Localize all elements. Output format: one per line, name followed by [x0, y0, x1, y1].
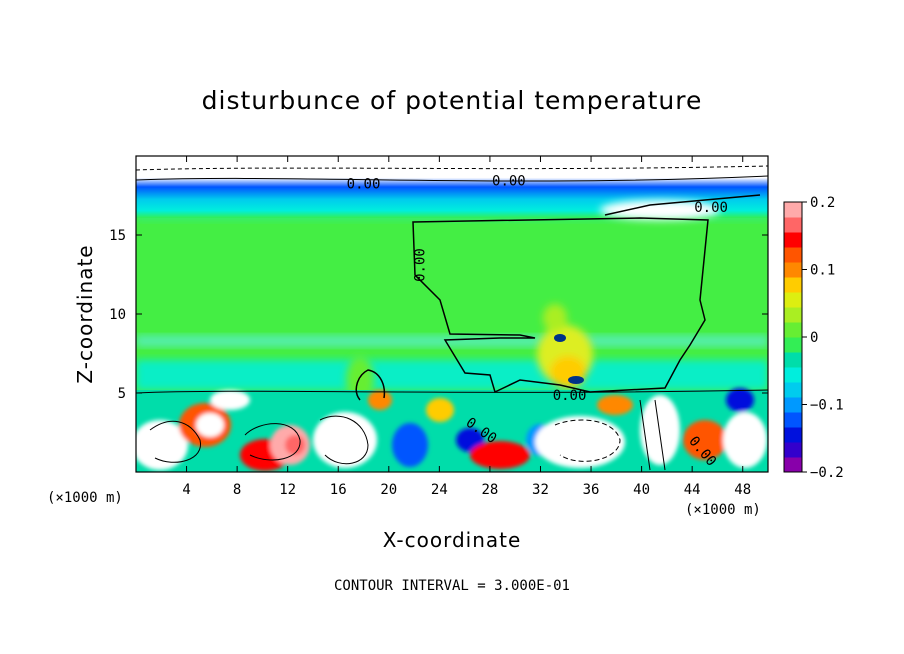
- contour-label: 0.00: [347, 176, 381, 192]
- x-tick-label: 16: [330, 482, 347, 498]
- x-axis-unit-label: (×1000 m): [685, 502, 761, 518]
- colorbar-swatch: [784, 247, 802, 263]
- contour-label: 0.00: [492, 173, 526, 189]
- colorbar-tick-label: 0: [810, 330, 818, 346]
- x-tick-label: 4: [182, 482, 190, 498]
- x-tick-label: 8: [233, 482, 241, 498]
- colorbar-tick-label: 0.2: [810, 195, 835, 211]
- small-anomalies: [554, 334, 584, 384]
- x-tick-label: 44: [684, 482, 701, 498]
- y-axis-ticks: 5 10 15: [109, 228, 768, 402]
- y-tick-label: 15: [109, 228, 126, 244]
- colorbar-swatch: [784, 382, 802, 398]
- zero-contour: [355, 194, 761, 401]
- colorbar: 0.2 0.1 0 −0.1 −0.2: [783, 195, 844, 481]
- temperature-field: [136, 156, 768, 472]
- colorbar-swatch: [784, 277, 802, 293]
- colorbar-swatch: [784, 442, 802, 458]
- x-axis-label: X-coordinate: [382, 528, 522, 552]
- colorbar-swatch: [784, 262, 802, 278]
- colorbar-swatch: [784, 292, 802, 308]
- colorbar-swatch: [784, 337, 802, 353]
- colorbar-tick-label: −0.2: [810, 465, 844, 481]
- colorbar-tick-label: −0.1: [810, 398, 844, 414]
- contour-interval-note: CONTOUR INTERVAL = 3.000E-01: [333, 578, 570, 594]
- contour-label: 0.00: [694, 200, 728, 216]
- colorbar-swatch: [784, 232, 802, 248]
- colorbar-swatch: [784, 217, 802, 233]
- x-origin-unit-label: (×1000 m): [47, 490, 123, 506]
- x-tick-label: 48: [734, 482, 751, 498]
- colorbar-swatch: [784, 202, 802, 218]
- colorbar-swatch: [784, 322, 802, 338]
- chart-title: disturbunce of potential temperature: [201, 86, 703, 115]
- x-tick-label: 20: [380, 482, 397, 498]
- colorbar-tick-label: 0.1: [810, 263, 835, 279]
- x-tick-label: 36: [583, 482, 600, 498]
- colorbar-swatch: [784, 412, 802, 428]
- x-tick-label: 32: [532, 482, 549, 498]
- contour-label: 0.00: [553, 388, 587, 404]
- colorbar-swatch: [784, 397, 802, 413]
- colorbar-swatch: [784, 457, 802, 473]
- x-tick-label: 12: [279, 482, 296, 498]
- x-axis-ticks: 4 8 12 16 20 24 28 32 36 40 44 48: [182, 156, 751, 498]
- colorbar-swatch: [784, 367, 802, 383]
- contour-label: 0.00: [412, 248, 428, 282]
- y-tick-label: 10: [109, 307, 126, 323]
- y-tick-label: 5: [118, 386, 126, 402]
- colorbar-swatch: [784, 307, 802, 323]
- x-tick-label: 24: [431, 482, 448, 498]
- contour-lines-lower: [136, 165, 768, 471]
- x-tick-label: 28: [481, 482, 498, 498]
- x-tick-label: 40: [633, 482, 650, 498]
- colorbar-swatch: [784, 427, 802, 443]
- colorbar-swatch: [784, 352, 802, 368]
